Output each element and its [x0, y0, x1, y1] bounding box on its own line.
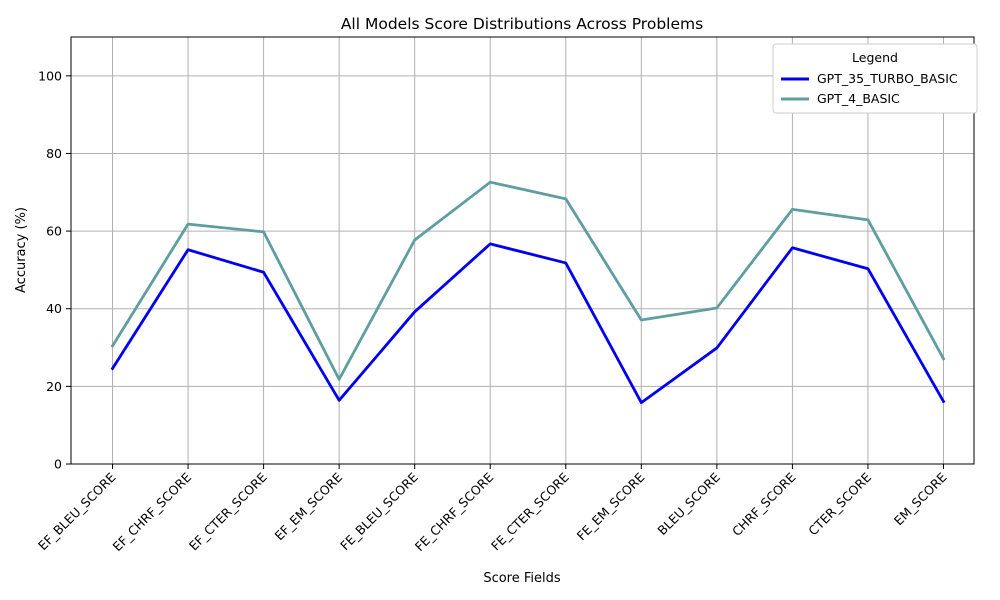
y-tick-label: 40	[46, 301, 62, 316]
x-tick-label: EF_BLEU_SCORE	[35, 469, 119, 553]
legend: Legend GPT_35_TURBO_BASIC GPT_4_BASIC	[772, 43, 978, 114]
chart-title: All Models Score Distributions Across Pr…	[341, 15, 703, 33]
y-tick-label: 60	[46, 224, 62, 239]
x-tick-label: CTER_SCORE	[805, 469, 874, 538]
y-tick-label: 80	[46, 146, 62, 161]
y-axis-label: Accuracy (%)	[14, 207, 29, 293]
x-tick-label: FE_EM_SCORE	[574, 469, 648, 543]
x-tick-label: EF_CHRF_SCORE	[110, 469, 195, 554]
y-tick-label: 100	[38, 68, 62, 83]
x-axis-label: Score Fields	[483, 571, 561, 586]
x-tick-label: CHRF_SCORE	[729, 469, 799, 539]
legend-entry-gpt-4-basic: GPT_4_BASIC	[817, 91, 900, 106]
x-tick-label: BLEU_SCORE	[654, 469, 723, 538]
y-tick-label: 0	[54, 457, 62, 472]
x-tick-label: EF_EM_SCORE	[271, 469, 345, 543]
legend-box	[772, 43, 978, 114]
series-line-gpt-4-basic	[110, 180, 946, 381]
x-tick-label: FE_CHRF_SCORE	[412, 469, 497, 554]
legend-title: Legend	[852, 50, 898, 65]
y-tick-label: 20	[46, 379, 62, 394]
x-tick-label: FE_CTER_SCORE	[488, 469, 572, 553]
legend-entry-gpt-35-turbo-basic: GPT_35_TURBO_BASIC	[817, 71, 958, 86]
series-line-gpt-35-turbo-basic	[110, 242, 946, 405]
x-tick-label: FE_BLEU_SCORE	[337, 469, 421, 553]
plot-area-frame	[70, 36, 975, 465]
x-tick-label: EM_SCORE	[891, 469, 950, 528]
x-tick-label: EF_CTER_SCORE	[186, 469, 270, 553]
series-lines	[110, 180, 946, 405]
